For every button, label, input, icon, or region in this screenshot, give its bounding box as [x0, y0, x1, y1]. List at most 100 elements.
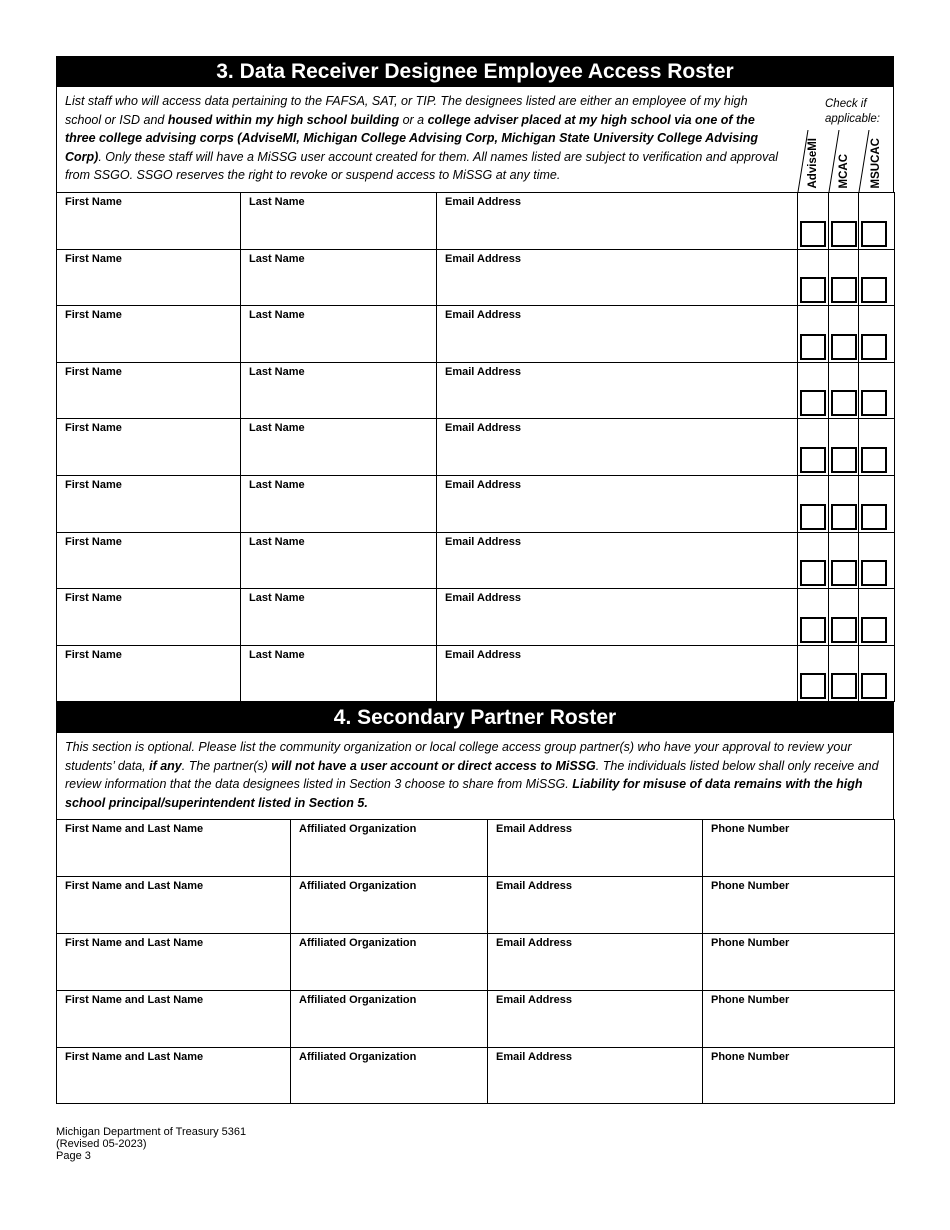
- email-address-field[interactable]: Email Address: [487, 989, 703, 1048]
- table-row: First Name Last Name Email Address: [56, 531, 895, 590]
- email-address-field[interactable]: Email Address: [487, 1046, 703, 1105]
- msucac-checkbox[interactable]: [861, 673, 887, 700]
- msucac-cell: [858, 531, 895, 590]
- mcac-cell: [828, 248, 859, 307]
- email-address-field[interactable]: Email Address: [436, 305, 798, 363]
- full-name-field[interactable]: First Name and Last Name: [56, 989, 291, 1048]
- advisemi-checkbox[interactable]: [800, 333, 826, 360]
- advisemi-checkbox[interactable]: [800, 220, 826, 247]
- advisemi-cell: [797, 418, 829, 476]
- mcac-checkbox[interactable]: [831, 333, 857, 360]
- mcac-checkbox[interactable]: [831, 560, 857, 587]
- phone-number-field[interactable]: Phone Number: [702, 819, 895, 878]
- footer-form-number: Michigan Department of Treasury 5361: [56, 1126, 247, 1139]
- msucac-checkbox[interactable]: [861, 390, 887, 417]
- affiliated-organization-field[interactable]: Affiliated Organization: [290, 989, 488, 1048]
- advisemi-cell: [797, 588, 829, 646]
- first-name-field[interactable]: First Name: [56, 644, 241, 703]
- advisemi-cell: [797, 305, 829, 363]
- email-address-field[interactable]: Email Address: [436, 248, 798, 307]
- last-name-field[interactable]: Last Name: [240, 644, 437, 703]
- full-name-field[interactable]: First Name and Last Name: [56, 932, 291, 991]
- phone-number-field[interactable]: Phone Number: [702, 876, 895, 934]
- first-name-field[interactable]: First Name: [56, 531, 241, 590]
- email-address-field[interactable]: Email Address: [436, 474, 798, 533]
- phone-number-field[interactable]: Phone Number: [702, 932, 895, 991]
- advisemi-checkbox[interactable]: [800, 673, 826, 700]
- table-row: First Name Last Name Email Address: [56, 305, 895, 363]
- mcac-checkbox[interactable]: [831, 390, 857, 417]
- advisemi-checkbox[interactable]: [800, 390, 826, 417]
- intro-text-segment: will not have a user account or direct a…: [271, 758, 596, 773]
- mcac-cell: [828, 361, 859, 420]
- footer-page-number: Page 3: [56, 1150, 91, 1163]
- mcac-checkbox[interactable]: [831, 616, 857, 643]
- last-name-field[interactable]: Last Name: [240, 305, 437, 363]
- email-address-field[interactable]: Email Address: [436, 192, 798, 250]
- email-address-field[interactable]: Email Address: [436, 361, 798, 420]
- section3-roster-table: First Name Last Name Email Address First Na…: [56, 192, 895, 703]
- msucac-checkbox[interactable]: [861, 446, 887, 473]
- first-name-field[interactable]: First Name: [56, 248, 241, 307]
- last-name-field[interactable]: Last Name: [240, 248, 437, 307]
- msucac-checkbox[interactable]: [861, 616, 887, 643]
- email-address-field[interactable]: Email Address: [487, 876, 703, 934]
- advisemi-cell: [797, 474, 829, 533]
- first-name-field[interactable]: First Name: [56, 192, 241, 250]
- intro-text-segment: . Only these staff will have a MiSSG use…: [65, 149, 779, 183]
- email-address-field[interactable]: Email Address: [436, 588, 798, 646]
- msucac-cell: [858, 418, 895, 476]
- first-name-field[interactable]: First Name: [56, 474, 241, 533]
- email-address-field[interactable]: Email Address: [436, 644, 798, 703]
- msucac-checkbox[interactable]: [861, 277, 887, 304]
- first-name-field[interactable]: First Name: [56, 588, 241, 646]
- msucac-checkbox[interactable]: [861, 220, 887, 247]
- msucac-checkbox[interactable]: [861, 503, 887, 530]
- advisemi-checkbox[interactable]: [800, 503, 826, 530]
- msucac-checkbox[interactable]: [861, 333, 887, 360]
- affiliated-organization-field[interactable]: Affiliated Organization: [290, 819, 488, 878]
- last-name-field[interactable]: Last Name: [240, 588, 437, 646]
- form-footer: Michigan Department of Treasury 5361 (Re…: [56, 1126, 894, 1162]
- mcac-checkbox[interactable]: [831, 673, 857, 700]
- phone-number-field[interactable]: Phone Number: [702, 989, 895, 1048]
- full-name-field[interactable]: First Name and Last Name: [56, 819, 291, 878]
- section3-intro-text: List staff who will access data pertaini…: [65, 94, 778, 182]
- last-name-field[interactable]: Last Name: [240, 361, 437, 420]
- email-address-field[interactable]: Email Address: [487, 819, 703, 878]
- table-row: First Name and Last Name Affiliated Organ…: [56, 819, 895, 878]
- advisemi-checkbox[interactable]: [800, 616, 826, 643]
- mcac-checkbox[interactable]: [831, 446, 857, 473]
- phone-number-field[interactable]: Phone Number: [702, 1046, 895, 1105]
- intro-text-segment: college adviser placed at my high school…: [65, 112, 758, 164]
- first-name-field[interactable]: First Name: [56, 305, 241, 363]
- section3-header: 3. Data Receiver Designee Employee Acces…: [56, 56, 894, 87]
- affiliated-organization-field[interactable]: Affiliated Organization: [290, 932, 488, 991]
- advisemi-checkbox[interactable]: [800, 560, 826, 587]
- advisemi-checkbox[interactable]: [800, 446, 826, 473]
- mcac-cell: [828, 192, 859, 250]
- mcac-checkbox[interactable]: [831, 277, 857, 304]
- table-row: First Name Last Name Email Address: [56, 192, 895, 250]
- last-name-field[interactable]: Last Name: [240, 192, 437, 250]
- affiliated-organization-field[interactable]: Affiliated Organization: [290, 1046, 488, 1105]
- table-row: First Name Last Name Email Address: [56, 474, 895, 533]
- email-address-field[interactable]: Email Address: [487, 932, 703, 991]
- first-name-field[interactable]: First Name: [56, 361, 241, 420]
- email-address-field[interactable]: Email Address: [436, 531, 798, 590]
- last-name-field[interactable]: Last Name: [240, 531, 437, 590]
- full-name-field[interactable]: First Name and Last Name: [56, 876, 291, 934]
- mcac-checkbox[interactable]: [831, 220, 857, 247]
- advisemi-checkbox[interactable]: [800, 277, 826, 304]
- last-name-field[interactable]: Last Name: [240, 418, 437, 476]
- last-name-field[interactable]: Last Name: [240, 474, 437, 533]
- first-name-field[interactable]: First Name: [56, 418, 241, 476]
- advisemi-cell: [797, 192, 829, 250]
- table-row: First Name and Last Name Affiliated Organ…: [56, 1046, 895, 1105]
- email-address-field[interactable]: Email Address: [436, 418, 798, 476]
- affiliated-organization-field[interactable]: Affiliated Organization: [290, 876, 488, 934]
- mcac-checkbox[interactable]: [831, 503, 857, 530]
- full-name-field[interactable]: First Name and Last Name: [56, 1046, 291, 1105]
- table-row: First Name and Last Name Affiliated Organ…: [56, 876, 895, 934]
- msucac-checkbox[interactable]: [861, 560, 887, 587]
